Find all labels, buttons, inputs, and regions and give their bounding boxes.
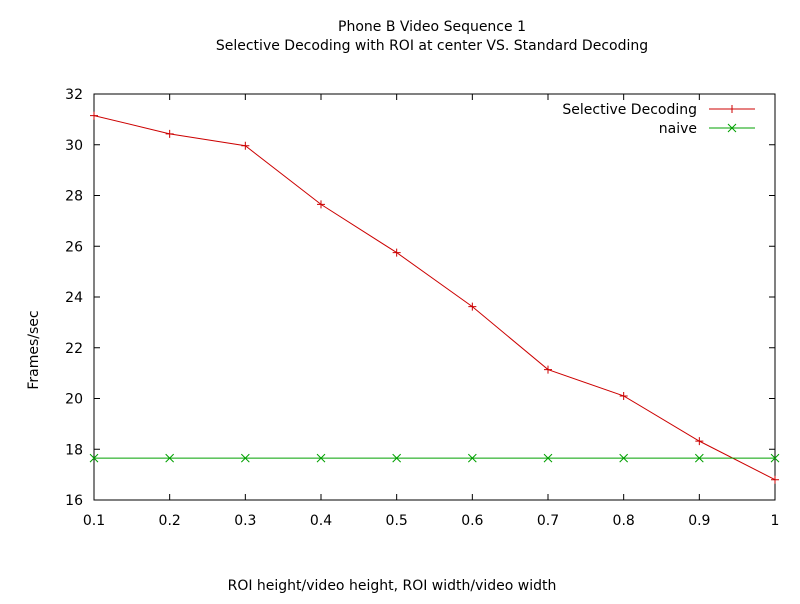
y-tick-label: 22: [65, 341, 83, 357]
legend-label-naive: naive: [659, 121, 697, 137]
chart-legend: Selective Decoding naive: [562, 102, 755, 137]
x-axis-label: ROI height/video height, ROI width/video…: [228, 578, 557, 594]
data-point-selective-decoding: [771, 475, 779, 484]
y-tick-label: 30: [65, 138, 83, 154]
series-line-selective-decoding: [94, 115, 775, 481]
data-point-selective-decoding: [392, 248, 401, 257]
data-point-selective-decoding: [468, 302, 477, 311]
x-tick-label: 0.3: [234, 513, 256, 529]
legend-marker-selective-decoding: [728, 105, 736, 113]
data-point-naive: [770, 453, 780, 463]
x-tick-label: 0.4: [310, 513, 332, 529]
data-point-naive: [89, 453, 99, 463]
legend-marker-naive: [727, 123, 737, 133]
data-point-selective-decoding: [695, 437, 704, 446]
y-tick-label: 28: [65, 189, 83, 205]
data-point-selective-decoding: [90, 111, 98, 120]
x-tick-label: 0.6: [461, 513, 483, 529]
x-tick-label: 0.8: [613, 513, 635, 529]
x-tick-label: 0.2: [159, 513, 181, 529]
data-point-naive: [619, 453, 629, 463]
plot-area: 0.1 0.2 0.3 0.4 0.5 0.6 0.7 0.8 0.9 1 16 18 20 22 24 26…: [65, 87, 779, 529]
y-tick-label: 16: [65, 493, 83, 509]
data-point-naive: [316, 453, 326, 463]
data-point-selective-decoding: [317, 200, 325, 209]
x-tick-label: 0.1: [83, 513, 105, 529]
y-tick-label: 32: [65, 87, 83, 103]
legend-label-selective-decoding: Selective Decoding: [562, 102, 697, 118]
plot-frame: [93, 93, 776, 501]
chart-title: Phone B Video Sequence 1: [338, 19, 526, 35]
y-tick-label: 26: [65, 239, 83, 255]
data-point-selective-decoding: [544, 365, 552, 374]
x-tick-label: 1: [771, 513, 780, 529]
data-point-naive: [240, 453, 250, 463]
data-point-selective-decoding: [619, 391, 628, 400]
chart-subtitle: Selective Decoding with ROI at center VS…: [216, 38, 648, 54]
x-tick-label: 0.9: [688, 513, 710, 529]
data-point-naive: [467, 453, 477, 463]
data-point-naive: [392, 453, 402, 463]
y-tick-label: 18: [65, 442, 83, 458]
y-tick-label: 24: [65, 290, 83, 306]
data-point-selective-decoding: [241, 141, 250, 150]
y-axis-label: Frames/sec: [26, 310, 42, 389]
x-tick-label: 0.5: [386, 513, 408, 529]
x-tick-label: 0.7: [537, 513, 559, 529]
y-tick-label: 20: [65, 392, 83, 408]
data-point-selective-decoding: [165, 129, 174, 138]
data-point-naive: [694, 453, 704, 463]
data-point-naive: [543, 453, 553, 463]
data-point-naive: [165, 453, 175, 463]
